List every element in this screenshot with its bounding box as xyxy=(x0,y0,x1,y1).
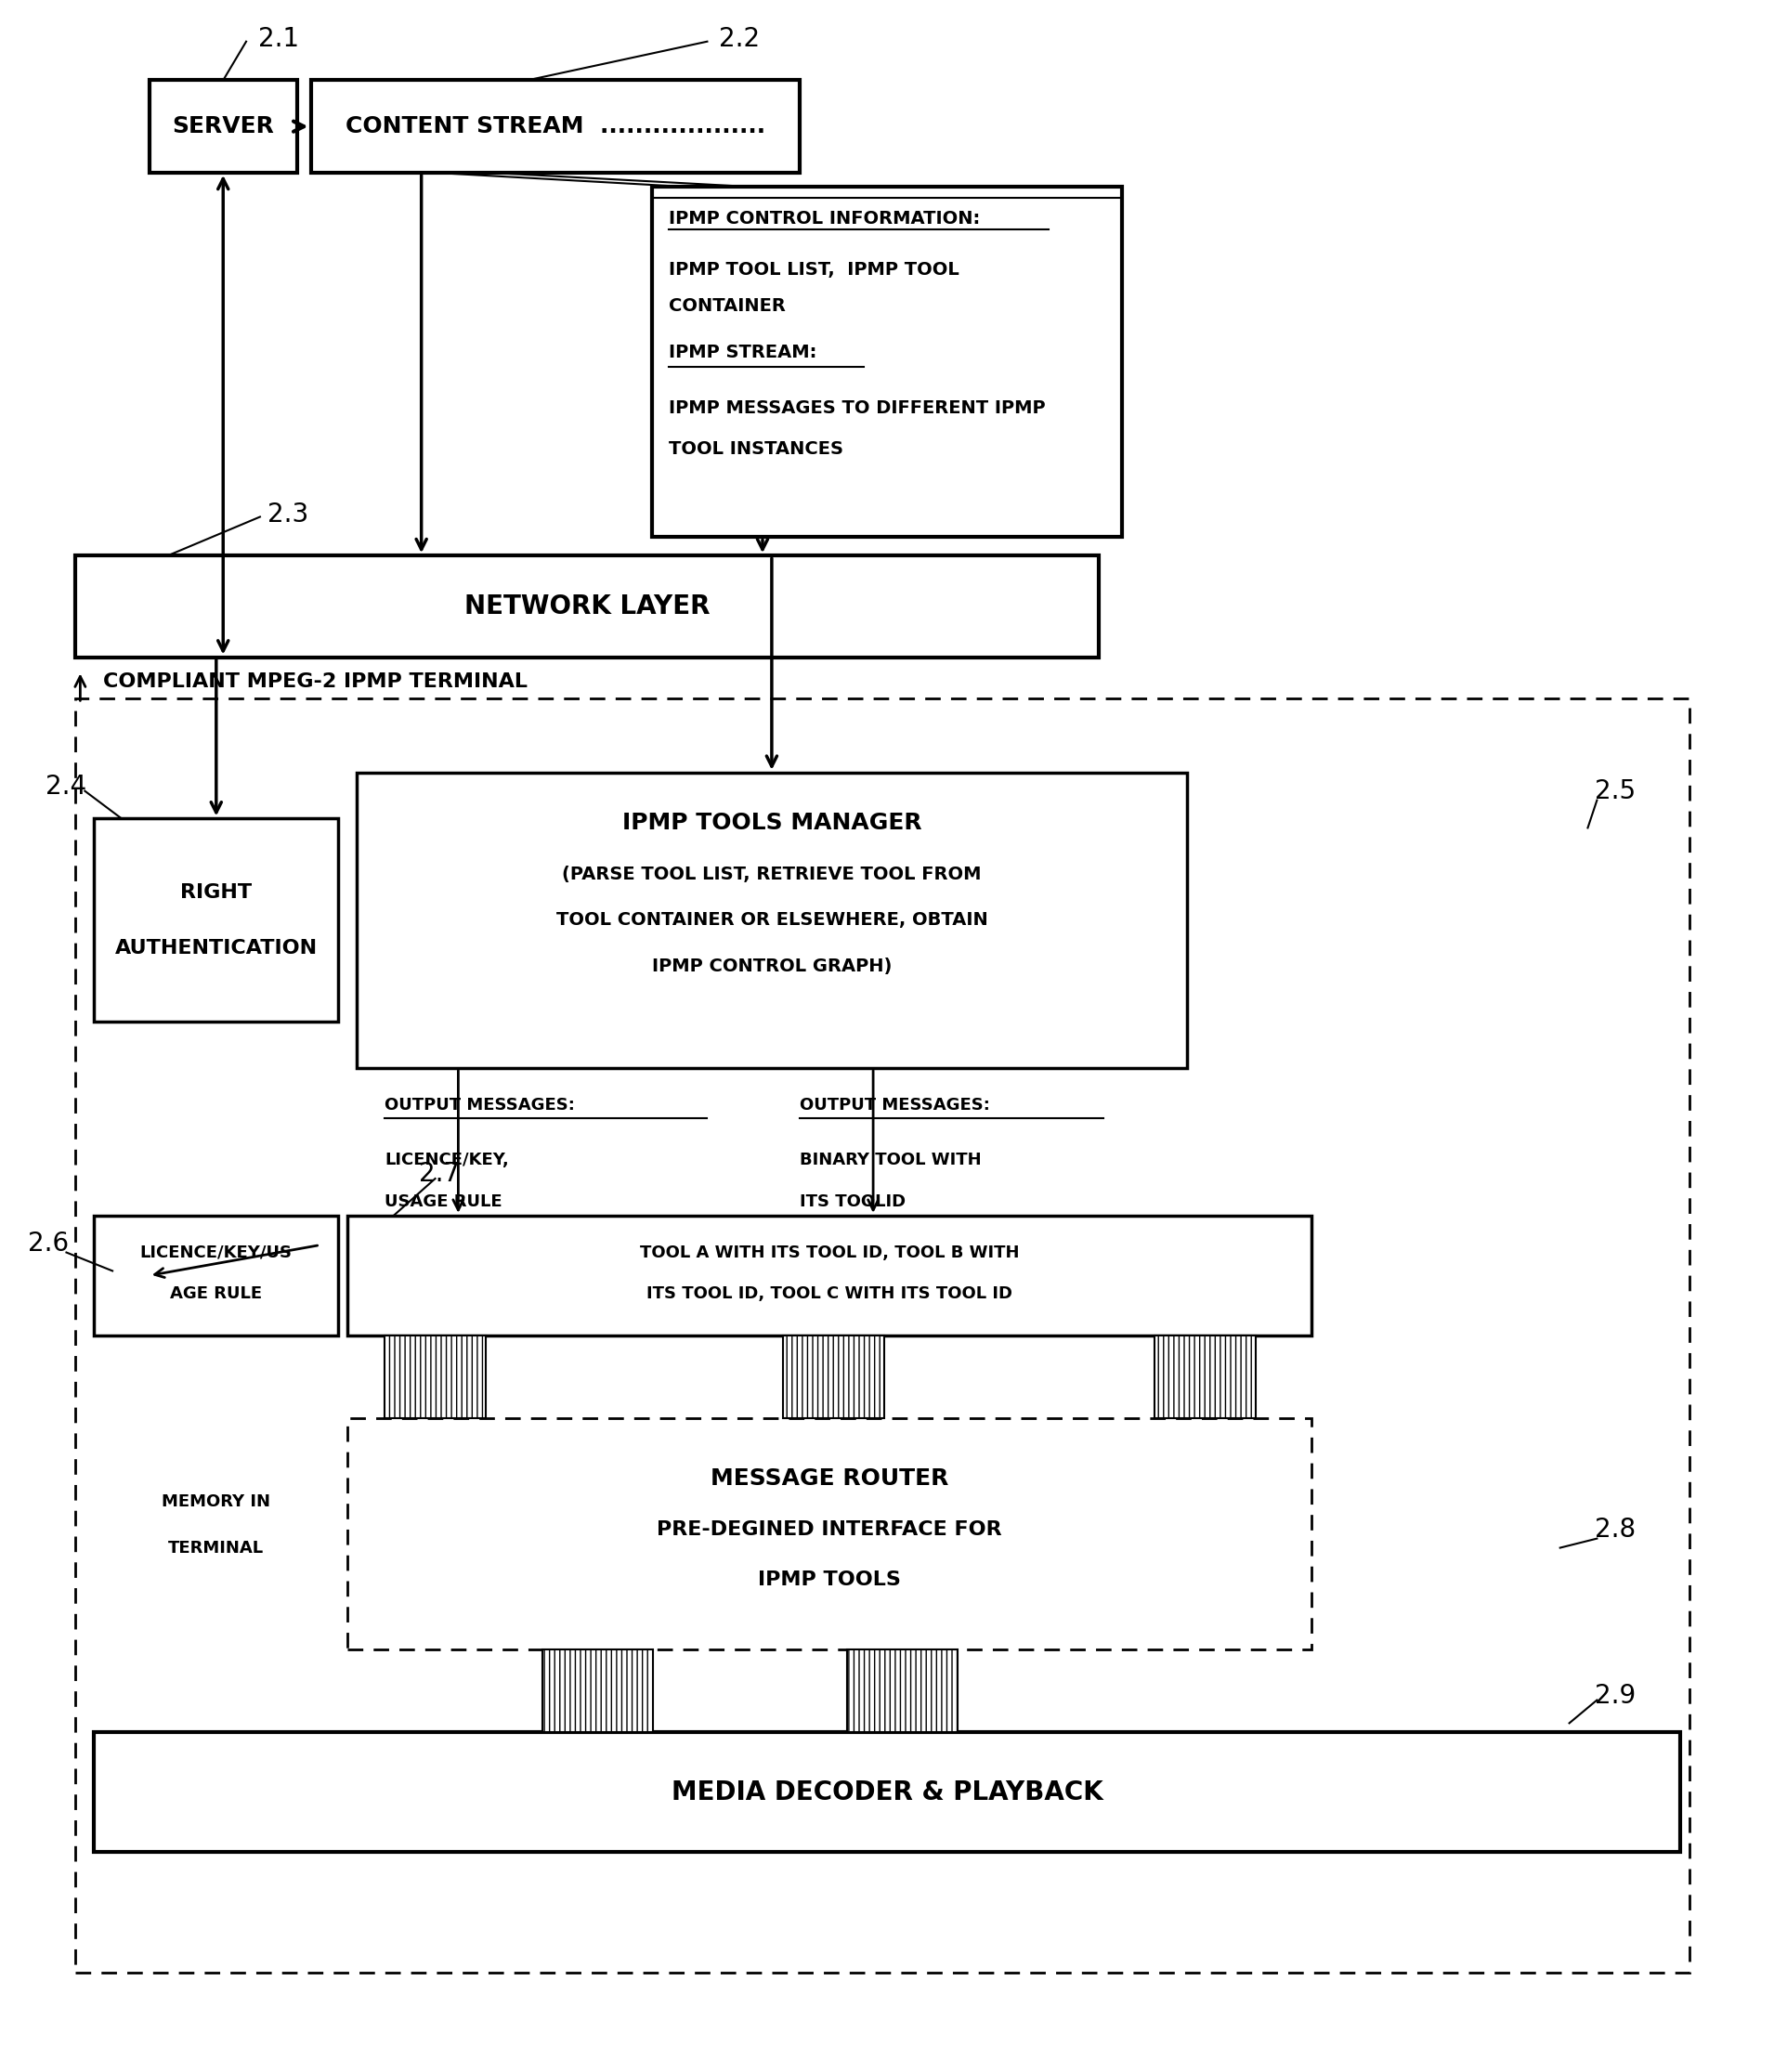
Bar xyxy=(348,1216,1311,1336)
Text: (PARSE TOOL LIST, RETRIEVE TOOL FROM: (PARSE TOOL LIST, RETRIEVE TOOL FROM xyxy=(562,866,981,883)
Text: 2.2: 2.2 xyxy=(718,25,759,52)
Text: 2.5: 2.5 xyxy=(1595,777,1636,804)
Bar xyxy=(348,1419,1311,1649)
Text: 2.8: 2.8 xyxy=(1595,1517,1636,1542)
Text: 2.6: 2.6 xyxy=(27,1231,69,1256)
Bar xyxy=(149,81,296,172)
Text: 2.9: 2.9 xyxy=(1595,1682,1636,1709)
Text: ITS TOOLID: ITS TOOLID xyxy=(800,1193,905,1210)
Text: USAGE RULE: USAGE RULE xyxy=(385,1193,502,1210)
Text: OUTPUT MESSAGES:: OUTPUT MESSAGES: xyxy=(800,1096,990,1113)
Text: IPMP STREAM:: IPMP STREAM: xyxy=(669,344,816,361)
Text: NETWORK LAYER: NETWORK LAYER xyxy=(465,593,710,620)
Text: BINARY TOOL WITH: BINARY TOOL WITH xyxy=(800,1152,981,1169)
Bar xyxy=(357,773,1187,1067)
Bar xyxy=(76,555,1100,657)
Text: OUTPUT MESSAGES:: OUTPUT MESSAGES: xyxy=(385,1096,575,1113)
Text: RIGHT: RIGHT xyxy=(181,883,252,901)
Bar xyxy=(782,1336,883,1419)
Text: IPMP TOOLS MANAGER: IPMP TOOLS MANAGER xyxy=(623,812,921,835)
Bar xyxy=(76,698,1689,1973)
Text: 2.1: 2.1 xyxy=(257,25,300,52)
Bar xyxy=(543,1649,653,1732)
Text: TERMINAL: TERMINAL xyxy=(169,1539,264,1556)
Bar xyxy=(651,186,1123,537)
Text: COMPLIANT MPEG-2 IPMP TERMINAL: COMPLIANT MPEG-2 IPMP TERMINAL xyxy=(103,673,527,692)
Text: MEDIA DECODER & PLAYBACK: MEDIA DECODER & PLAYBACK xyxy=(671,1780,1103,1805)
Text: IPMP TOOL LIST,  IPMP TOOL: IPMP TOOL LIST, IPMP TOOL xyxy=(669,261,960,278)
Bar xyxy=(1155,1336,1256,1419)
Bar xyxy=(94,818,339,1021)
Text: MESSAGE ROUTER: MESSAGE ROUTER xyxy=(710,1467,949,1490)
Text: MEMORY IN: MEMORY IN xyxy=(161,1494,271,1510)
Text: IPMP CONTROL INFORMATION:: IPMP CONTROL INFORMATION: xyxy=(669,209,979,228)
Text: TOOL A WITH ITS TOOL ID, TOOL B WITH: TOOL A WITH ITS TOOL ID, TOOL B WITH xyxy=(640,1243,1018,1260)
Text: PRE-DEGINED INTERFACE FOR: PRE-DEGINED INTERFACE FOR xyxy=(656,1521,1002,1539)
Bar xyxy=(848,1649,958,1732)
Bar xyxy=(94,1216,339,1336)
Bar xyxy=(310,81,800,172)
Text: LICENCE/KEY,: LICENCE/KEY, xyxy=(385,1152,509,1169)
Text: TOOL CONTAINER OR ELSEWHERE, OBTAIN: TOOL CONTAINER OR ELSEWHERE, OBTAIN xyxy=(555,912,988,928)
Text: 2.3: 2.3 xyxy=(268,501,309,526)
Text: CONTAINER: CONTAINER xyxy=(669,298,786,315)
Bar xyxy=(94,1732,1680,1852)
Text: SERVER: SERVER xyxy=(172,116,275,137)
Text: IPMP TOOLS: IPMP TOOLS xyxy=(757,1571,901,1589)
Text: AUTHENTICATION: AUTHENTICATION xyxy=(115,939,318,957)
Text: AGE RULE: AGE RULE xyxy=(170,1285,263,1303)
Text: IPMP CONTROL GRAPH): IPMP CONTROL GRAPH) xyxy=(651,957,892,976)
Text: 2.4: 2.4 xyxy=(46,773,87,800)
Text: IPMP MESSAGES TO DIFFERENT IPMP: IPMP MESSAGES TO DIFFERENT IPMP xyxy=(669,400,1045,416)
Bar xyxy=(385,1336,486,1419)
Text: CONTENT STREAM  ...................: CONTENT STREAM ................... xyxy=(346,116,765,137)
Text: 2.7: 2.7 xyxy=(419,1160,459,1187)
Text: LICENCE/KEY/US: LICENCE/KEY/US xyxy=(140,1243,293,1260)
Text: ITS TOOL ID, TOOL C WITH ITS TOOL ID: ITS TOOL ID, TOOL C WITH ITS TOOL ID xyxy=(646,1285,1013,1303)
Text: TOOL INSTANCES: TOOL INSTANCES xyxy=(669,441,843,458)
